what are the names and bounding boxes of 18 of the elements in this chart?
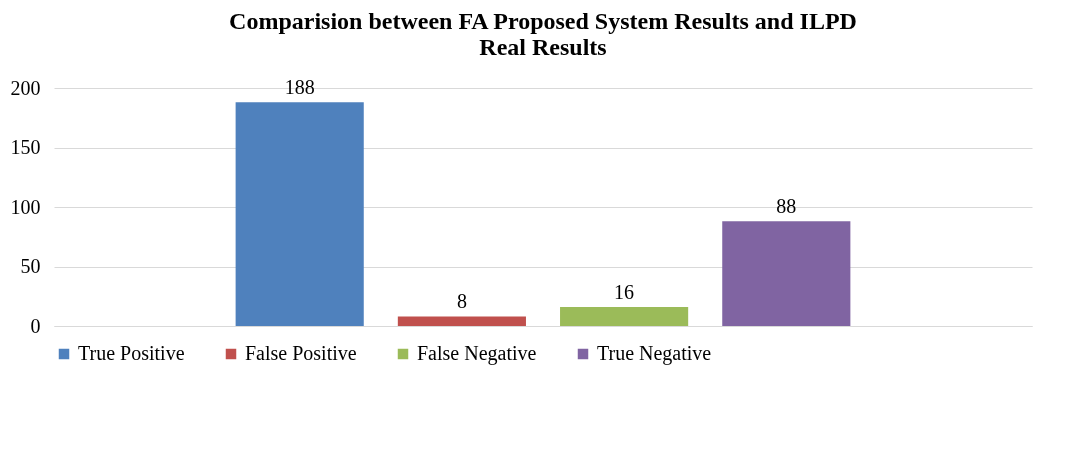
y-tick-label: 0 — [30, 314, 41, 337]
data-label: 8 — [456, 290, 467, 313]
legend-label: True Negative — [597, 342, 712, 365]
y-tick-label: 150 — [10, 136, 41, 158]
bar — [722, 221, 851, 326]
data-label: 188 — [284, 76, 315, 99]
y-tick-label: 100 — [10, 195, 41, 218]
legend-label: False Negative — [417, 342, 537, 365]
bar — [560, 306, 689, 326]
legend-label: True Positive — [78, 342, 185, 364]
y-tick-label: 50 — [20, 255, 41, 277]
bar — [397, 316, 526, 326]
bar — [235, 102, 364, 326]
data-label: 16 — [614, 280, 635, 303]
y-tick-label: 200 — [10, 76, 41, 99]
data-label: 88 — [776, 195, 797, 218]
chart-title: Comparision between FA Proposed System Results and ILPD Real Results — [229, 8, 857, 60]
legend-label: False Positive — [245, 342, 357, 364]
